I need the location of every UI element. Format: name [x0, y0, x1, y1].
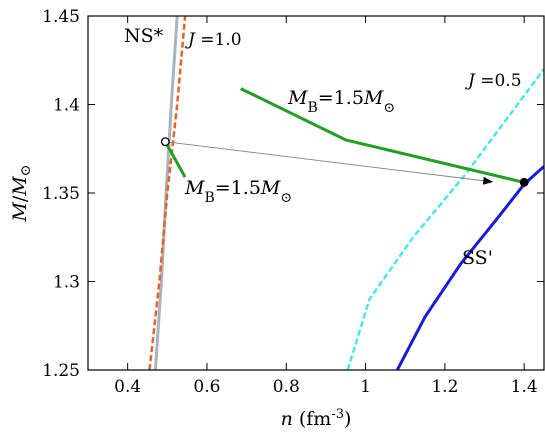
series-line-ns [153, 16, 179, 370]
x-axis-label: n (fm-3) [281, 407, 352, 431]
annotation-ns: NS* [124, 25, 164, 47]
x-tick-label: 0.8 [273, 377, 300, 397]
marker-layer [160, 137, 529, 187]
series-layer [148, 16, 544, 370]
annotation-mb-upper: MB=1.5M⊙ [287, 87, 395, 116]
annotation-j10: J =1.0 [185, 30, 242, 50]
x-tick-label: 1.2 [431, 377, 458, 397]
y-tick-label: 1.3 [53, 273, 80, 293]
series-line-j-0-5 [346, 68, 544, 370]
y-tick-label: 1.4 [53, 96, 80, 116]
y-tick-label: 1.45 [42, 7, 80, 27]
marker-open-circle [160, 137, 170, 147]
y-tick-label: 1.35 [42, 184, 80, 204]
x-tick-label: 0.6 [193, 377, 220, 397]
series-line-m-b-1-5m-sun-ns [163, 140, 187, 178]
annotation-j05: J =0.5 [465, 71, 522, 91]
plot-frame [87, 15, 545, 371]
transition-arrow [165, 141, 494, 185]
annotation-mb-lower: MB=1.5M⊙ [184, 177, 292, 206]
marker-filled-circle [519, 177, 529, 187]
x-tick-label: 1 [360, 377, 371, 397]
y-axis-label: M/M⊙ [9, 164, 34, 222]
annotation-ss: SS' [462, 247, 493, 269]
y-tick-label: 1.25 [42, 361, 80, 381]
series-line-j-1-0 [148, 16, 187, 370]
series-line-m-b-1-5m-sun-hybrid [240, 87, 525, 184]
x-tick-label: 1.4 [511, 377, 538, 397]
ticks-layer: 0.4 0.6 0.8 1 1.2 1.4 1.25 1.3 1.35 1.4 1.45 [42, 7, 544, 397]
x-tick-label: 0.4 [114, 377, 141, 397]
arrow-layer [165, 141, 494, 185]
